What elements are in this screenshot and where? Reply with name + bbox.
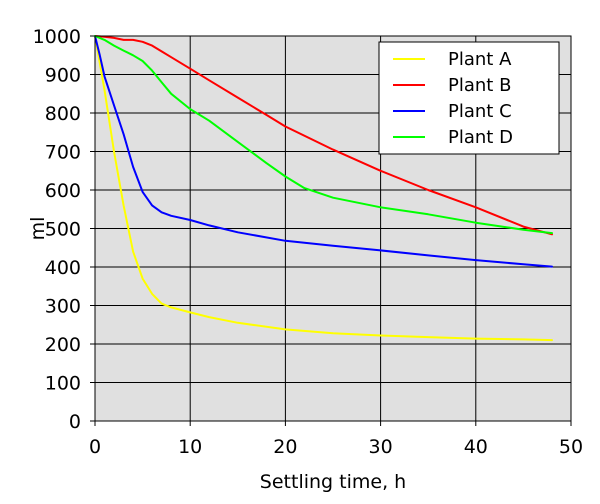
- x-tick-label: 40: [464, 436, 488, 458]
- gridlines: [95, 36, 571, 421]
- x-tick-label: 30: [369, 436, 393, 458]
- y-tick-label: 900: [45, 65, 81, 87]
- y-axis-label: ml: [27, 217, 49, 241]
- legend-entry: Plant C: [448, 101, 512, 122]
- y-tick-label: 0: [69, 411, 81, 433]
- y-tick-label: 100: [45, 373, 81, 395]
- x-tick-label: 20: [273, 436, 297, 458]
- y-tick-label: 400: [45, 257, 81, 279]
- legend-box: [378, 41, 560, 155]
- legend: Plant A Plant B Plant C Plant D: [378, 41, 560, 155]
- legend-entry: Plant A: [448, 49, 512, 70]
- y-tick-label: 700: [45, 142, 81, 164]
- plot-frame: [94, 35, 572, 422]
- y-axis-ticks: 0 100 200 300 400 500 600 700 800 900 1000: [33, 26, 95, 433]
- y-tick-label: 800: [45, 103, 81, 125]
- series-line-plant-a: [94, 35, 553, 342]
- y-tick-label: 500: [45, 219, 81, 241]
- y-tick-label: 300: [45, 296, 81, 318]
- series-lines: [94, 35, 553, 342]
- x-axis-label: Settling time, h: [260, 471, 406, 493]
- series-line-plant-c: [94, 35, 553, 268]
- x-axis-ticks: 0 10 20 30 40 50: [89, 421, 583, 458]
- y-tick-label: 1000: [33, 26, 81, 48]
- legend-entry: Plant D: [448, 127, 513, 148]
- y-tick-label: 600: [45, 180, 81, 202]
- y-tick-label: 200: [45, 334, 81, 356]
- series-line-plant-b: [94, 35, 553, 236]
- x-tick-label: 10: [178, 436, 202, 458]
- legend-entry: Plant B: [448, 75, 511, 96]
- series-line-plant-d: [94, 35, 553, 235]
- x-tick-label: 0: [89, 436, 101, 458]
- x-tick-label: 50: [559, 436, 583, 458]
